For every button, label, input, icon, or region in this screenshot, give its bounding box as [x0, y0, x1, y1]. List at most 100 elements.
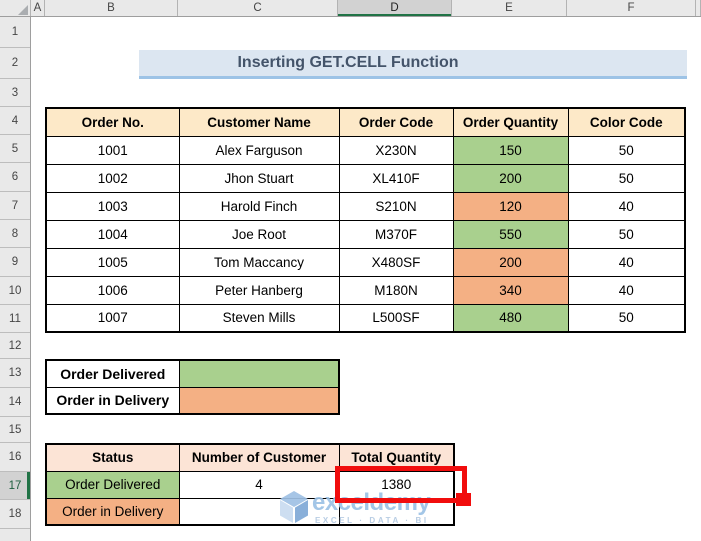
cell-order-code[interactable]: XL410F — [338, 163, 454, 193]
cell-order-quantity[interactable]: 150 — [452, 135, 569, 165]
legend-swatch-orange[interactable] — [178, 386, 340, 415]
cell-color-code[interactable]: 40 — [567, 247, 686, 277]
orders-header-order-no[interactable]: Order No. — [45, 107, 180, 137]
cell-order-quantity[interactable]: 200 — [452, 247, 569, 277]
column-header-d-selected[interactable]: D — [338, 0, 452, 16]
cell-order-no[interactable]: 1005 — [45, 247, 180, 277]
summary-row-in-delivery: Order in Delivery — [45, 497, 455, 526]
summary-header-row: Status Number of Customer Total Quantity — [45, 443, 455, 472]
orders-table: Order No. Customer Name Order Code Order… — [45, 107, 686, 333]
cell-order-no[interactable]: 1002 — [45, 163, 180, 193]
cell-order-no[interactable]: 1003 — [45, 191, 180, 221]
row-header-10[interactable]: 10 — [0, 277, 30, 305]
cell-status-delivered[interactable]: Order Delivered — [45, 470, 180, 499]
cell-order-quantity[interactable]: 120 — [452, 191, 569, 221]
orders-row: 1006 Peter Hanberg M180N 340 40 — [45, 275, 686, 305]
column-header-partial[interactable] — [696, 0, 701, 16]
orders-header-order-quantity[interactable]: Order Quantity — [452, 107, 569, 137]
cell-status-in-delivery[interactable]: Order in Delivery — [45, 497, 180, 526]
orders-header-row: Order No. Customer Name Order Code Order… — [45, 107, 686, 137]
red-highlight-corner-handle — [456, 493, 471, 506]
cell-customer-name[interactable]: Jhon Stuart — [178, 163, 340, 193]
cell-order-no[interactable]: 1004 — [45, 219, 180, 249]
cell-order-code[interactable]: M370F — [338, 219, 454, 249]
cell-color-code[interactable]: 40 — [567, 191, 686, 221]
cell-order-quantity[interactable]: 480 — [452, 303, 569, 333]
row-header-16[interactable]: 16 — [0, 443, 30, 472]
column-header-strip: A B C D E F — [0, 0, 701, 17]
cell-order-code[interactable]: L500SF — [338, 303, 454, 333]
cell-order-quantity[interactable]: 200 — [452, 163, 569, 193]
row-header-2[interactable]: 2 — [0, 48, 30, 79]
row-header-5[interactable]: 5 — [0, 135, 30, 163]
column-header-e[interactable]: E — [452, 0, 567, 16]
row-header-6[interactable]: 6 — [0, 163, 30, 192]
legend-row: Order Delivered — [45, 359, 340, 388]
cell-order-code[interactable]: S210N — [338, 191, 454, 221]
legend-row: Order in Delivery — [45, 386, 340, 415]
row-header-9[interactable]: 9 — [0, 248, 30, 277]
cell-number-of-customer[interactable]: 4 — [178, 470, 340, 499]
cell-order-no[interactable]: 1001 — [45, 135, 180, 165]
cell-color-code[interactable]: 50 — [567, 303, 686, 333]
cell-customer-name[interactable]: Alex Farguson — [178, 135, 340, 165]
row-header-12[interactable]: 12 — [0, 333, 30, 359]
cell-number-of-customer[interactable] — [178, 497, 340, 526]
title-cell[interactable]: Inserting GET.CELL Function — [139, 50, 687, 79]
row-header-11[interactable]: 11 — [0, 305, 30, 333]
cell-color-code[interactable]: 40 — [567, 275, 686, 305]
summary-header-number-of-customer[interactable]: Number of Customer — [178, 443, 340, 472]
cell-customer-name[interactable]: Joe Root — [178, 219, 340, 249]
row-header-17-selected[interactable]: 17 — [0, 472, 30, 500]
summary-row-delivered: Order Delivered 4 1380 — [45, 470, 455, 499]
cell-customer-name[interactable]: Steven Mills — [178, 303, 340, 333]
cell-customer-name[interactable]: Harold Finch — [178, 191, 340, 221]
row-header-13[interactable]: 13 — [0, 359, 30, 388]
cell-order-quantity[interactable]: 340 — [452, 275, 569, 305]
cell-order-no[interactable]: 1007 — [45, 303, 180, 333]
orders-row: 1007 Steven Mills L500SF 480 50 — [45, 303, 686, 333]
cell-color-code[interactable]: 50 — [567, 219, 686, 249]
legend-label-in-delivery[interactable]: Order in Delivery — [45, 386, 180, 415]
cell-order-no[interactable]: 1006 — [45, 275, 180, 305]
cell-order-code[interactable]: M180N — [338, 275, 454, 305]
orders-row: 1004 Joe Root M370F 550 50 — [45, 219, 686, 249]
orders-header-color-code[interactable]: Color Code — [567, 107, 686, 137]
select-all-triangle-icon — [18, 5, 28, 15]
color-legend: Order Delivered Order in Delivery — [45, 359, 340, 415]
row-header-7[interactable]: 7 — [0, 192, 30, 220]
row-header-8[interactable]: 8 — [0, 220, 30, 248]
column-header-a[interactable]: A — [31, 0, 45, 16]
page-title: Inserting GET.CELL Function — [237, 54, 459, 71]
cell-color-code[interactable]: 50 — [567, 135, 686, 165]
orders-row: 1003 Harold Finch S210N 120 40 — [45, 191, 686, 221]
legend-swatch-green[interactable] — [178, 359, 340, 388]
row-header-strip: 1 2 3 4 5 6 7 8 9 10 11 12 13 14 15 16 1… — [0, 17, 31, 541]
legend-label-delivered[interactable]: Order Delivered — [45, 359, 180, 388]
orders-row: 1002 Jhon Stuart XL410F 200 50 — [45, 163, 686, 193]
column-header-f[interactable]: F — [567, 0, 696, 16]
orders-row: 1005 Tom Maccancy X480SF 200 40 — [45, 247, 686, 277]
row-header-15[interactable]: 15 — [0, 417, 30, 443]
cell-customer-name[interactable]: Peter Hanberg — [178, 275, 340, 305]
cell-order-code[interactable]: X230N — [338, 135, 454, 165]
summary-header-status[interactable]: Status — [45, 443, 180, 472]
cell-color-code[interactable]: 50 — [567, 163, 686, 193]
row-header-18[interactable]: 18 — [0, 500, 30, 529]
select-all-button[interactable] — [0, 0, 31, 16]
orders-header-customer-name[interactable]: Customer Name — [178, 107, 340, 137]
row-header-3[interactable]: 3 — [0, 79, 30, 107]
row-header-4[interactable]: 4 — [0, 107, 30, 135]
row-header-14[interactable]: 14 — [0, 388, 30, 417]
column-header-c[interactable]: C — [178, 0, 338, 16]
orders-header-order-code[interactable]: Order Code — [338, 107, 454, 137]
summary-table: Status Number of Customer Total Quantity… — [45, 443, 455, 526]
red-highlight-box — [335, 466, 467, 503]
column-header-b[interactable]: B — [45, 0, 178, 16]
cell-order-quantity[interactable]: 550 — [452, 219, 569, 249]
row-header-1[interactable]: 1 — [0, 17, 30, 48]
cell-order-code[interactable]: X480SF — [338, 247, 454, 277]
orders-row: 1001 Alex Farguson X230N 150 50 — [45, 135, 686, 165]
cell-customer-name[interactable]: Tom Maccancy — [178, 247, 340, 277]
